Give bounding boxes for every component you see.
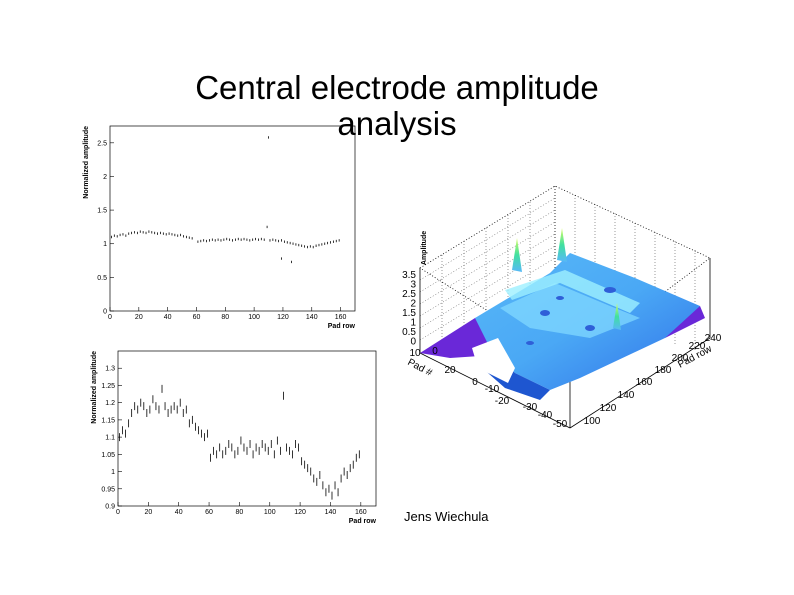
x-tick-label: 0 <box>116 509 120 516</box>
plot-frame <box>109 125 356 312</box>
y-tick-label: 1 <box>111 469 115 476</box>
surface-grid <box>419 195 696 352</box>
x-tick-label: 100 <box>264 509 276 516</box>
y-tick-label: 1 <box>103 241 107 248</box>
y-tick-label: 0.5 <box>97 275 107 282</box>
y-tick-label: 2.5 <box>97 140 107 147</box>
y-axis-label: Normalized amplitude <box>83 126 90 199</box>
y-tick-label: 0.95 <box>101 486 115 493</box>
pad-axis-ticks: 10 0 20 0 -10-20 -30-40-50 <box>409 346 567 430</box>
x-tick-label: 80 <box>236 509 244 516</box>
x-tick-label: 0 <box>108 314 112 321</box>
row-tick-label: 120 <box>600 403 617 414</box>
x-tick-label: 160 <box>355 509 367 516</box>
z-axis-ticks: 3.532.521.510.50 <box>402 270 416 348</box>
pad-tick-label: 20 <box>444 365 456 376</box>
row-tick-label: 200 <box>672 353 689 364</box>
y-tick-label: 0 <box>103 309 107 316</box>
row-tick-label: 220 <box>689 341 706 352</box>
pad-tick-label: -40 <box>538 410 553 421</box>
x-tick-label: 20 <box>135 314 143 321</box>
z-tick-label: 0.5 <box>402 327 416 338</box>
x-tick-label: 120 <box>294 509 306 516</box>
z-tick-label: 3.5 <box>402 270 416 281</box>
x-tick-label: 80 <box>221 314 229 321</box>
z-tick-label: 1 <box>410 318 416 329</box>
y-axis-label: Normalized amplitude <box>91 351 98 424</box>
top-amplitude-plot: 0 20 40 60 80 100 120 140 160 0 0.5 1 1.5 2 2.5 Pad row… <box>83 125 356 328</box>
x-tick-label: 60 <box>205 509 213 516</box>
z-tick-label: 2 <box>410 299 416 310</box>
z-tick-label: 3 <box>410 280 416 291</box>
pad-tick-label: 0 <box>432 346 438 357</box>
y-tick-label: 1.1 <box>105 435 115 442</box>
x-axis-label: Pad row <box>328 323 356 328</box>
surface-peaks <box>512 228 621 330</box>
y-tick-label: 1.15 <box>101 417 115 424</box>
surface-white-patch <box>472 338 515 383</box>
pad-tick-label: -20 <box>495 396 510 407</box>
author-name: Jens Wiechula <box>404 509 489 524</box>
pad-tick-label: -10 <box>485 384 500 395</box>
y-tick-label: 2 <box>103 174 107 181</box>
x-tick-label: 20 <box>144 509 152 516</box>
y-tick-label: 1.05 <box>101 452 115 459</box>
row-tick-label: 160 <box>636 377 653 388</box>
x-tick-label: 100 <box>248 314 260 321</box>
x-tick-label: 60 <box>193 314 201 321</box>
z-axis-label: Amplitude <box>421 231 428 265</box>
z-tick-label: 1.5 <box>402 308 416 319</box>
x-tick-label: 140 <box>325 509 337 516</box>
z-tick-label: 0 <box>410 337 416 348</box>
bottom-amplitude-plot: 0 20 40 60 80 100 120 140 160 0.9 0.95 1 1.05 1.1 1.15… <box>91 350 377 525</box>
pad-axis-label: Pad # <box>406 357 435 379</box>
x-tick-label: 40 <box>175 509 183 516</box>
y-tick-label: 0.9 <box>105 504 115 511</box>
x-axis-label: Pad row <box>349 518 377 525</box>
x-tick-label: 120 <box>277 314 289 321</box>
pad-tick-label: 0 <box>472 377 478 388</box>
x-tick-label: 140 <box>306 314 318 321</box>
y-tick-label: 1.3 <box>105 366 115 373</box>
y-tick-label: 1.2 <box>105 400 115 407</box>
pad-tick-label: -50 <box>553 419 568 430</box>
x-tick-label: 40 <box>164 314 172 321</box>
surface-spots <box>526 287 616 345</box>
row-tick-label: 100 <box>584 416 601 427</box>
row-tick-label: 180 <box>655 365 672 376</box>
row-tick-label: 240 <box>705 333 722 344</box>
y-tick-label: 1.5 <box>97 208 107 215</box>
surface-ridge-band <box>505 270 640 313</box>
x-tick-label: 160 <box>335 314 347 321</box>
plot-frame <box>117 350 377 507</box>
surface-light-ridge <box>500 283 640 338</box>
z-tick-label: 2.5 <box>402 289 416 300</box>
pad-tick-label: 10 <box>409 348 421 359</box>
row-tick-label: 140 <box>618 390 635 401</box>
y-tick-label: 1.25 <box>101 383 115 390</box>
pad-tick-label: -30 <box>523 402 538 413</box>
